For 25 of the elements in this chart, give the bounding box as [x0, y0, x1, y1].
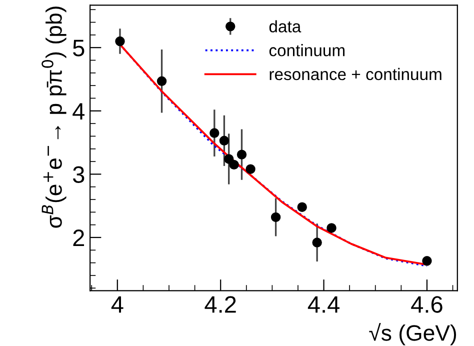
legend-label: data — [269, 20, 302, 32]
point — [326, 223, 336, 233]
point — [422, 256, 432, 266]
point — [270, 212, 281, 222]
point — [156, 76, 167, 86]
point — [312, 238, 322, 248]
y-tick-label: 4 — [72, 103, 85, 120]
point — [219, 136, 230, 146]
y-tick-label: 5 — [73, 40, 84, 56]
point — [210, 128, 220, 138]
point — [115, 36, 125, 46]
legend-label: resonance + continuum — [270, 68, 442, 80]
legend-label: continuum — [269, 44, 344, 56]
x-axis-title: √s (GeV) — [369, 323, 456, 346]
point — [229, 160, 239, 170]
point — [246, 164, 256, 174]
y-tick-label: 2 — [73, 230, 84, 246]
y-tick-label: 3 — [72, 166, 84, 183]
x-tick-label: 4 — [111, 296, 124, 313]
x-tick-label: 4.4 — [308, 296, 340, 313]
x-tick-label: 4.2 — [204, 296, 236, 313]
x-tick-label: 4.6 — [411, 296, 442, 313]
point — [297, 202, 307, 212]
point — [236, 150, 247, 160]
text: σ$^{B}$(e$^{+}$e$^{−}$→ p p̄π$^{0}$) (pb) — [42, 6, 66, 228]
